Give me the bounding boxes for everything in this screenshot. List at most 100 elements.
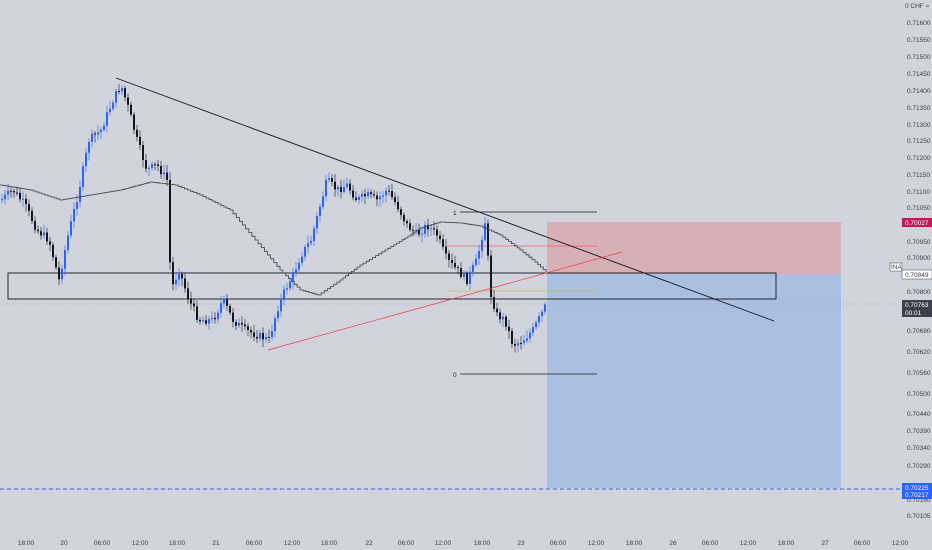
candle-body xyxy=(220,303,222,313)
candle-body xyxy=(202,320,204,322)
candle-body xyxy=(145,159,147,169)
candle-body xyxy=(31,210,33,221)
candle-body xyxy=(376,195,378,200)
candle-body xyxy=(421,233,423,235)
candle-body xyxy=(115,91,117,103)
candle-body xyxy=(118,91,120,93)
candle-body xyxy=(274,318,276,332)
candle-body xyxy=(325,179,327,197)
candle-body xyxy=(103,125,105,130)
candle-body xyxy=(283,289,285,299)
candle-body xyxy=(82,166,84,187)
candle-body xyxy=(1,199,3,201)
time-tick-label: 18:00 xyxy=(18,540,35,547)
candle-body xyxy=(487,223,489,256)
svg-text:00:01: 00:01 xyxy=(905,310,922,317)
time-tick-label: 22 xyxy=(365,540,373,547)
svg-text:0.70027: 0.70027 xyxy=(905,220,929,227)
price-tick-label: 0.71250 xyxy=(907,138,931,145)
candle-body xyxy=(106,112,108,126)
time-tick-label: 06:00 xyxy=(702,540,719,547)
candle-body xyxy=(232,312,234,322)
candle-body xyxy=(286,288,288,290)
candle-body xyxy=(334,181,336,190)
time-axis[interactable]: 18:00 20 06:00 12:00 18:00 21 06:00 12:00 18:00 2… xyxy=(18,540,909,547)
candle-body xyxy=(199,319,201,322)
time-tick-label: 06:00 xyxy=(246,540,263,547)
candle-body xyxy=(91,133,93,142)
candle-body xyxy=(466,273,468,284)
candle-body xyxy=(259,332,261,339)
candle-body xyxy=(493,297,495,309)
candle-body xyxy=(535,322,537,328)
candle-body xyxy=(442,239,444,247)
candle-body xyxy=(205,320,207,324)
candle-body xyxy=(40,231,42,236)
candle-body xyxy=(127,97,129,105)
descending-trendline[interactable] xyxy=(115,77,775,322)
candle-body xyxy=(139,136,141,146)
time-tick-label: 06:00 xyxy=(550,540,567,547)
candle-body xyxy=(319,206,321,216)
candle-body xyxy=(130,104,132,115)
time-tick-label: 23 xyxy=(517,540,525,547)
candle-body xyxy=(169,179,171,263)
candle-body xyxy=(322,196,324,207)
candle-body xyxy=(400,209,402,215)
take-profit-zone[interactable] xyxy=(547,274,841,488)
candle-body xyxy=(187,288,189,300)
candle-body xyxy=(280,298,282,312)
candle-body xyxy=(70,221,72,236)
candle-body xyxy=(250,330,252,333)
stop-loss-zone[interactable] xyxy=(547,222,841,274)
candle-body xyxy=(301,256,303,263)
candle-body xyxy=(340,186,342,192)
ascending-support-line[interactable] xyxy=(267,251,623,351)
time-tick-label: 18:00 xyxy=(626,540,643,547)
candle-body xyxy=(370,192,372,195)
candle-body xyxy=(505,316,507,327)
currency-label: 0 CHF ≈ xyxy=(905,3,930,10)
candle-body xyxy=(235,321,237,326)
time-tick-label: 06:00 xyxy=(398,540,415,547)
price-tick-label: 0.70160 xyxy=(907,497,931,504)
candle-body xyxy=(526,338,528,341)
candle-body xyxy=(142,145,144,160)
price-tick-label: 0.71550 xyxy=(907,37,931,44)
candle-body xyxy=(409,223,411,230)
candle-body xyxy=(454,262,456,268)
candle-body xyxy=(529,332,531,339)
candle-body xyxy=(121,88,123,92)
candle-body xyxy=(451,259,453,263)
candle-body xyxy=(190,299,192,304)
candle-body xyxy=(223,298,225,304)
candle-body xyxy=(418,230,420,235)
candle-body xyxy=(472,264,474,272)
candle-body xyxy=(394,197,396,202)
time-tick-label: 06:00 xyxy=(94,540,111,547)
price-tick-label: 0.70105 xyxy=(907,513,931,520)
candle-body xyxy=(433,228,435,230)
supply-demand-zone[interactable] xyxy=(7,272,777,300)
candle-body xyxy=(151,164,153,168)
candle-body xyxy=(328,178,330,180)
candle-body xyxy=(499,312,501,320)
candle-body xyxy=(52,244,54,258)
price-tick-label: 0.71350 xyxy=(907,105,931,112)
candle-body xyxy=(133,114,135,130)
candle-body xyxy=(67,235,69,250)
candle-body xyxy=(478,251,480,259)
current-price-badge: 0.70763 00:01 xyxy=(902,300,932,317)
candle-body xyxy=(448,253,450,260)
fib-label-0: 0 xyxy=(453,372,457,379)
candle-body xyxy=(436,229,438,236)
candle-body xyxy=(28,204,30,211)
candle-body xyxy=(352,190,354,198)
candle-body xyxy=(73,208,75,222)
price-tick-label: 0.70340 xyxy=(907,445,931,452)
candle-body xyxy=(310,240,312,244)
candle-body xyxy=(178,273,180,280)
svg-text:0.70217: 0.70217 xyxy=(905,492,929,499)
